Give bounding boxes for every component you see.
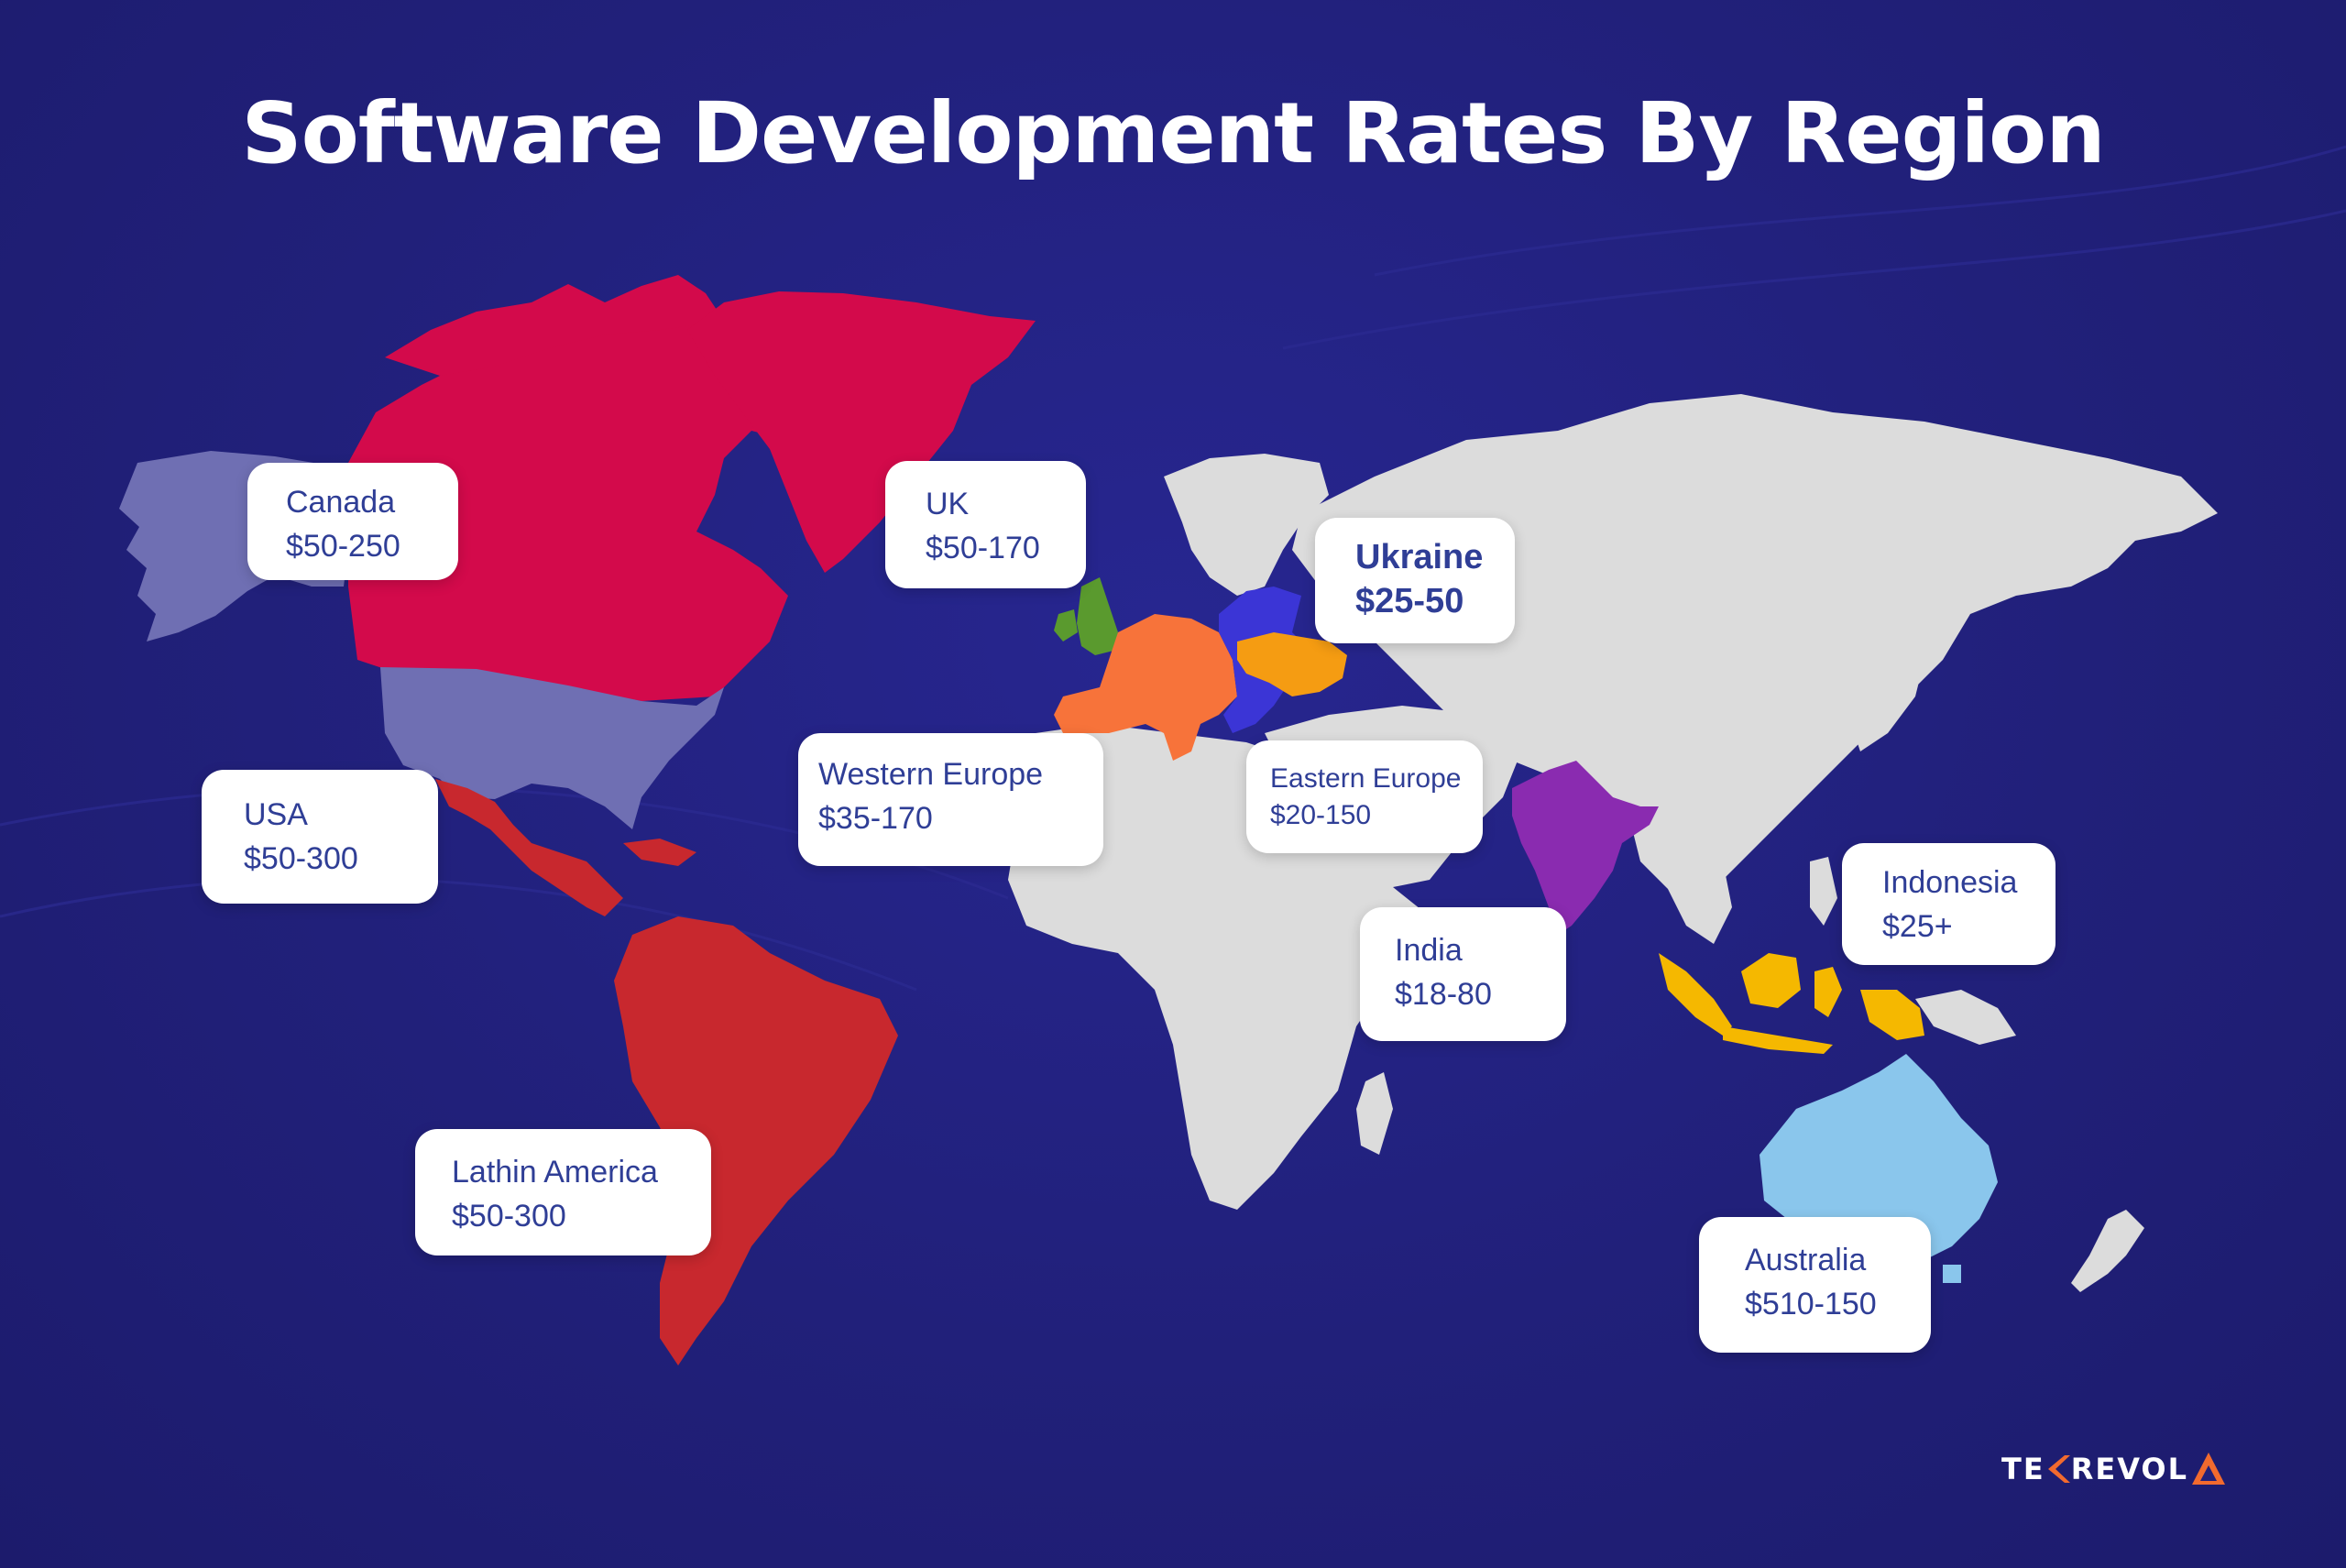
label-india: India $18-80 bbox=[1360, 907, 1566, 1041]
western-europe-shape bbox=[1054, 614, 1237, 761]
logo-text-left: TE bbox=[2001, 1452, 2045, 1486]
background-swirls bbox=[0, 145, 2346, 992]
label-canada: Canada $50-250 bbox=[247, 463, 458, 580]
indonesia-borneo-shape bbox=[1741, 953, 1801, 1008]
madagascar-shape bbox=[1356, 1072, 1393, 1155]
label-indonesia: Indonesia $25+ bbox=[1842, 843, 2055, 965]
tekrevol-logo: TE REVOL bbox=[2001, 1446, 2227, 1492]
asia-shape bbox=[1292, 394, 2218, 916]
new-zealand-shape bbox=[2071, 1210, 2144, 1292]
label-ukraine: Ukraine $25-50 bbox=[1315, 518, 1515, 643]
mexico-central-america-shape bbox=[435, 779, 623, 916]
canada-shape bbox=[348, 302, 806, 701]
region-rate: $50-300 bbox=[452, 1199, 566, 1234]
uk-shape bbox=[1077, 577, 1118, 655]
region-rate: $50-250 bbox=[286, 529, 400, 564]
region-rate: $50-300 bbox=[244, 841, 358, 876]
japan-shape bbox=[1851, 641, 1924, 751]
logo-k-mark-icon bbox=[2047, 1455, 2070, 1483]
region-rate: $18-80 bbox=[1395, 977, 1492, 1012]
logo-text-right: REVOL bbox=[2070, 1452, 2188, 1486]
label-australia: Australia $510-150 bbox=[1699, 1217, 1931, 1353]
region-name: Ukraine bbox=[1355, 538, 1484, 576]
tasmania-shape bbox=[1943, 1265, 1961, 1283]
region-name: Canada bbox=[286, 485, 396, 520]
indonesia-sulawesi-shape bbox=[1814, 967, 1842, 1017]
canada-islands-shape bbox=[385, 275, 724, 376]
caribbean-shape bbox=[623, 839, 696, 866]
region-rate: $50-170 bbox=[926, 531, 1040, 565]
region-rate: $35-170 bbox=[818, 801, 933, 836]
region-name: UK bbox=[926, 487, 970, 521]
label-western-europe: Western Europe $35-170 bbox=[798, 733, 1103, 866]
logo-triangle-icon bbox=[2191, 1453, 2225, 1485]
page-title: Software Development Rates By Region bbox=[241, 84, 2105, 182]
ukraine-shape bbox=[1237, 632, 1347, 696]
region-name: Eastern Europe bbox=[1270, 763, 1462, 794]
greenland-shape bbox=[687, 291, 1036, 573]
indonesia-sumatra-shape bbox=[1659, 953, 1732, 1036]
australia-shape bbox=[1760, 1054, 1998, 1265]
png-shape bbox=[1915, 990, 2016, 1045]
scandinavia-shape bbox=[1164, 454, 1329, 596]
region-name: India bbox=[1395, 933, 1463, 968]
region-name: Indonesia bbox=[1882, 865, 2018, 900]
indonesia-java-shape bbox=[1723, 1026, 1833, 1054]
indonesia-papua-shape bbox=[1860, 990, 1924, 1040]
region-name: Australia bbox=[1745, 1243, 1867, 1277]
region-rate: $510-150 bbox=[1745, 1287, 1877, 1321]
region-name: Lathin America bbox=[452, 1155, 658, 1190]
region-rate: $20-150 bbox=[1270, 800, 1372, 830]
india-shape bbox=[1512, 761, 1659, 935]
region-rate: $25+ bbox=[1882, 909, 1953, 944]
region-rate: $25-50 bbox=[1355, 582, 1464, 620]
label-usa: USA $50-300 bbox=[202, 770, 438, 904]
philippines-shape bbox=[1810, 857, 1837, 926]
label-latin-america: Lathin America $50-300 bbox=[415, 1129, 711, 1255]
region-name: USA bbox=[244, 797, 308, 832]
region-name: Western Europe bbox=[818, 757, 1044, 792]
ireland-shape bbox=[1054, 609, 1078, 641]
label-uk: UK $50-170 bbox=[885, 461, 1086, 588]
se-asia-shape bbox=[1631, 825, 1732, 944]
label-eastern-europe: Eastern Europe $20-150 bbox=[1246, 740, 1483, 853]
